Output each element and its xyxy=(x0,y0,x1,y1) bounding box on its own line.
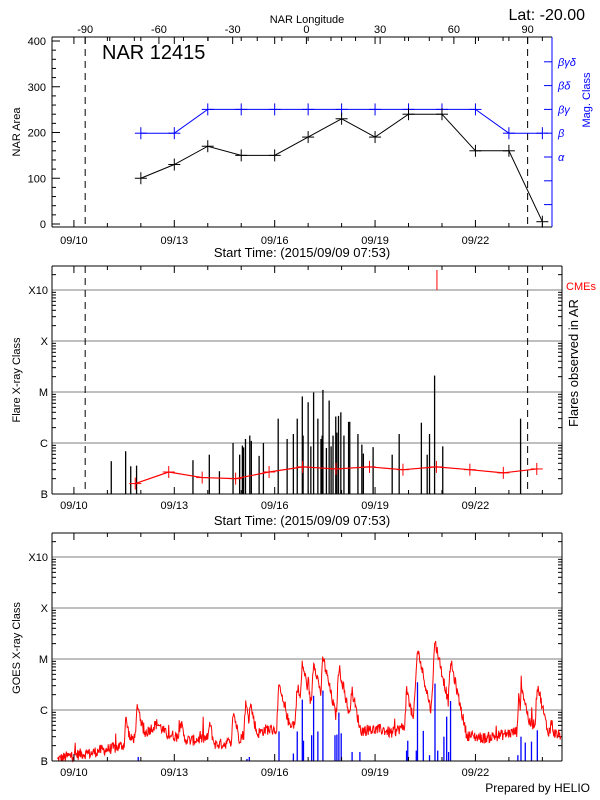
date-tick-label: 09/10 xyxy=(60,767,88,779)
chart-title: NAR 12415 xyxy=(102,42,205,64)
long-channel-line xyxy=(57,640,562,763)
p1-ylabel: NAR Area xyxy=(11,107,23,157)
mag-class-tick-label: βγ xyxy=(557,104,571,116)
longitude-tick-label: -60 xyxy=(151,24,167,36)
class-tick-label: B xyxy=(41,756,48,768)
mag-class-tick-label: β xyxy=(557,128,565,140)
top-axis-label: NAR Longitude xyxy=(270,14,345,26)
longitude-tick-label: 60 xyxy=(448,24,460,36)
date-tick-label: 09/19 xyxy=(361,767,389,779)
date-tick-label: 09/19 xyxy=(361,235,389,247)
date-tick-label: 09/13 xyxy=(161,767,189,779)
date-tick-label: 09/22 xyxy=(462,500,490,512)
longitude-tick-label: -90 xyxy=(77,24,93,36)
mag-class-tick-label: βδ xyxy=(557,81,571,93)
footer-credit: Prepared by HELIO xyxy=(485,781,590,795)
date-tick-label: 09/16 xyxy=(261,500,289,512)
date-tick-label: 09/13 xyxy=(161,500,189,512)
p2-xlabel: Start Time: (2015/09/09 07:53) xyxy=(214,513,390,528)
area-tick-label: 300 xyxy=(28,82,46,94)
longitude-tick-label: 30 xyxy=(374,24,386,36)
mag-class-tick-label: βγδ xyxy=(557,57,577,69)
date-tick-label: 09/10 xyxy=(60,235,88,247)
p3-ylabel: GOES X-ray Class xyxy=(11,602,23,694)
longitude-tick-label: -30 xyxy=(225,24,241,36)
date-tick-label: 09/10 xyxy=(60,500,88,512)
area-tick-label: 0 xyxy=(40,219,46,231)
corner-latitude-label: Lat: -20.00 xyxy=(509,7,586,24)
p2-y2label: Flares observed in AR xyxy=(566,299,581,427)
area-tick-label: 400 xyxy=(28,36,46,48)
date-tick-label: 09/16 xyxy=(261,235,289,247)
class-tick-label: X10 xyxy=(28,552,48,564)
longitude-tick-label: 0 xyxy=(303,24,309,36)
class-tick-label: M xyxy=(39,654,48,666)
date-tick-label: 09/13 xyxy=(161,235,189,247)
p2-ylabel: Flare X-ray Class xyxy=(11,337,23,422)
date-tick-label: 09/16 xyxy=(261,767,289,779)
class-tick-label: X xyxy=(41,336,49,348)
panel-flare-class: B C M X X10 09/10 09/13 09/16 09/19 09/22 xyxy=(28,265,563,512)
p1-xlabel: Start Time: (2015/09/09 07:53) xyxy=(214,245,390,260)
mag-class-tick-label: α xyxy=(558,152,565,164)
class-tick-label: C xyxy=(40,438,48,450)
area-tick-label: 200 xyxy=(28,128,46,140)
p1-y2label: Mag. Class xyxy=(581,72,593,128)
area-line xyxy=(140,113,543,222)
panel-goes-xray: B C M X X10 09/10 09/13 09/16 09/19 09/22 xyxy=(28,532,563,779)
class-tick-label: B xyxy=(41,489,48,501)
class-tick-label: C xyxy=(40,705,48,717)
panel-nar-area: 0 100 200 300 400 αβ βγ βδ βγδ -90 -60 -30 0 30 60 90 09… xyxy=(28,24,577,247)
class-tick-label: M xyxy=(39,387,48,399)
date-tick-label: 09/22 xyxy=(462,235,490,247)
date-tick-label: 09/22 xyxy=(462,767,490,779)
cme-label: CMEs xyxy=(566,281,596,293)
class-tick-label: X10 xyxy=(28,285,48,297)
area-tick-label: 100 xyxy=(28,173,46,185)
longitude-tick-label: 90 xyxy=(521,24,533,36)
date-tick-label: 09/19 xyxy=(361,500,389,512)
class-tick-label: X xyxy=(41,603,49,615)
